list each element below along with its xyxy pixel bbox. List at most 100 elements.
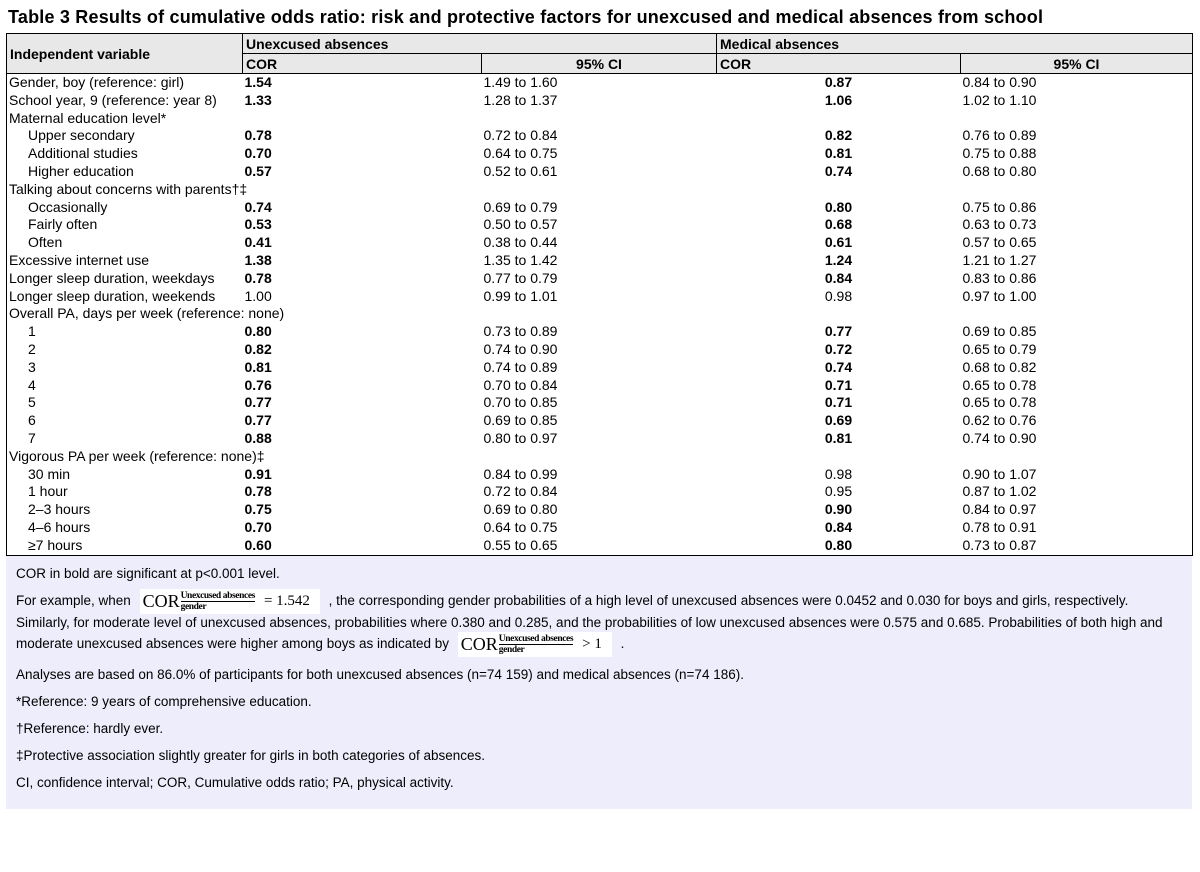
cor-formula-1: COR Unexcused absences gender = 1.542 <box>139 588 320 614</box>
formula-rhs: > 1 <box>582 636 602 653</box>
table-row: 30 min 0.91 0.84 to 0.99 0.98 0.90 to 1.07 <box>7 466 1193 484</box>
table-row: Longer sleep duration, weekdays 0.78 0.77 … <box>7 270 1193 288</box>
unexcused-cor-cell: 0.77 <box>244 394 272 411</box>
row-label: Occasionally <box>28 198 108 215</box>
medical-cor-cell: 0.74 <box>824 162 853 179</box>
medical-ci-cell: 0.73 to 0.87 <box>962 536 1037 553</box>
example-pre: For example, when <box>16 592 131 608</box>
formula-base: COR <box>142 591 180 612</box>
unexcused-ci-cell: 1.35 to 1.42 <box>483 251 558 268</box>
unexcused-ci-cell: 0.72 to 0.84 <box>483 127 558 144</box>
unexcused-ci-cell: 0.74 to 0.90 <box>483 340 558 357</box>
medical-ci-cell: 0.97 to 1.00 <box>962 287 1037 304</box>
footnote-block: COR in bold are significant at p<0.001 l… <box>6 555 1192 809</box>
row-label: Fairly often <box>28 216 98 233</box>
unexcused-ci-cell: 0.70 to 0.85 <box>483 394 558 411</box>
table-row: Occasionally 0.74 0.69 to 0.79 0.80 0.75 to … <box>7 199 1193 217</box>
medical-ci-cell: 0.90 to 1.07 <box>962 465 1037 482</box>
formula-superscript: Unexcused absences <box>498 633 574 645</box>
row-label: Upper secondary <box>28 127 135 144</box>
unexcused-ci-cell: 0.74 to 0.89 <box>483 358 558 375</box>
row-label: Often <box>28 234 63 251</box>
medical-ci-cell: 0.68 to 0.82 <box>962 358 1037 375</box>
formula-superscript: Unexcused absences <box>180 590 255 602</box>
table-header: Independent variable Unexcused absences … <box>6 33 1193 74</box>
table-row: 1 0.80 0.73 to 0.89 0.77 0.69 to 0.85 <box>7 323 1193 341</box>
medical-cor-cell: 0.90 <box>824 501 853 518</box>
header-unexcused-ci: 95% CI <box>481 53 717 74</box>
medical-ci-cell: 0.65 to 0.79 <box>962 340 1037 357</box>
medical-cor-cell: 0.82 <box>824 127 853 144</box>
formula-rhs: = 1.542 <box>263 593 310 610</box>
unexcused-cor-cell: 0.74 <box>244 198 272 215</box>
footnote-significance: COR in bold are significant at p<0.001 l… <box>16 565 280 581</box>
unexcused-ci-cell: 0.50 to 0.57 <box>483 216 558 233</box>
table-row: 5 0.77 0.70 to 0.85 0.71 0.65 to 0.78 <box>7 394 1193 412</box>
medical-cor-cell: 0.77 <box>824 323 853 340</box>
unexcused-cor-cell: 0.57 <box>244 162 272 179</box>
table-row: Often 0.41 0.38 to 0.44 0.61 0.57 to 0.65 <box>7 234 1193 252</box>
medical-cor-cell: 0.72 <box>824 340 853 357</box>
row-label: 30 min <box>28 465 71 482</box>
row-label: 5 <box>28 394 36 411</box>
row-label: Additional studies <box>28 145 138 162</box>
medical-cor-cell: 0.84 <box>824 518 853 535</box>
table-row: 6 0.77 0.69 to 0.85 0.69 0.62 to 0.76 <box>7 412 1193 430</box>
unexcused-ci-cell: 1.49 to 1.60 <box>483 74 558 90</box>
unexcused-cor-cell: 0.78 <box>244 483 272 500</box>
row-label: 2 <box>28 340 36 357</box>
unexcused-ci-cell: 1.28 to 1.37 <box>483 91 558 108</box>
row-label: Longer sleep duration, weekdays <box>9 269 215 286</box>
unexcused-ci-cell: 0.77 to 0.79 <box>483 269 558 286</box>
medical-ci-cell: 0.87 to 1.02 <box>962 483 1037 500</box>
row-label: 4 <box>28 376 36 393</box>
medical-cor-cell: 0.84 <box>824 269 853 286</box>
unexcused-cor-cell: 0.41 <box>244 234 272 251</box>
medical-cor-cell: 0.80 <box>824 536 853 553</box>
table-title: Table 3 Results of cumulative odds ratio… <box>8 7 1044 27</box>
unexcused-cor-cell: 0.82 <box>244 340 272 357</box>
header-row-measures: COR 95% CI COR 95% CI <box>7 53 1193 74</box>
section-row: Talking about concerns with parents†‡ <box>7 181 1193 199</box>
medical-ci-cell: 0.65 to 0.78 <box>962 394 1037 411</box>
medical-ci-cell: 0.62 to 0.76 <box>962 412 1037 429</box>
footnote-example: For example, when COR Unexcused absences… <box>16 588 1184 657</box>
medical-ci-cell: 0.75 to 0.88 <box>962 145 1037 162</box>
row-label: 1 <box>28 323 36 340</box>
footnote-abbreviations: CI, confidence interval; COR, Cumulative… <box>16 774 454 790</box>
unexcused-ci-cell: 0.72 to 0.84 <box>483 483 558 500</box>
row-label: Maternal education level* <box>9 109 167 126</box>
row-label: Talking about concerns with parents†‡ <box>9 180 248 197</box>
unexcused-cor-cell: 0.60 <box>244 536 272 553</box>
table-row: 2–3 hours 0.75 0.69 to 0.80 0.90 0.84 to 0.9… <box>7 501 1193 519</box>
medical-ci-cell: 0.84 to 0.97 <box>962 501 1037 518</box>
row-label: 4–6 hours <box>28 518 91 535</box>
table-row: ≥7 hours 0.60 0.55 to 0.65 0.80 0.73 to 0.87 <box>7 537 1193 555</box>
unexcused-ci-cell: 0.69 to 0.80 <box>483 501 558 518</box>
footnote-ref-double-dagger: ‡Protective association slightly greater… <box>16 747 485 763</box>
header-medical-ci: 95% CI <box>960 53 1193 74</box>
medical-ci-cell: 0.65 to 0.78 <box>962 376 1037 393</box>
medical-cor-cell: 0.71 <box>824 394 853 411</box>
unexcused-cor-cell: 0.81 <box>244 358 272 375</box>
unexcused-ci-cell: 0.99 to 1.01 <box>483 287 558 304</box>
unexcused-cor-cell: 0.76 <box>244 376 272 393</box>
table-row: 7 0.88 0.80 to 0.97 0.81 0.74 to 0.90 <box>7 430 1193 448</box>
formula-base: COR <box>460 634 498 655</box>
medical-cor-cell: 0.69 <box>824 412 853 429</box>
unexcused-cor-cell: 0.70 <box>244 518 272 535</box>
unexcused-cor-cell: 0.53 <box>244 216 272 233</box>
row-label: Overall PA, days per week (reference: no… <box>9 305 285 322</box>
table-row: Longer sleep duration, weekends 1.00 0.99 … <box>7 288 1193 306</box>
section-row: Maternal education level* <box>7 110 1193 128</box>
formula-scripts: Unexcused absences gender <box>180 590 255 612</box>
medical-ci-cell: 0.57 to 0.65 <box>962 234 1037 251</box>
formula-subscript: gender <box>180 601 207 612</box>
footnote-ref-dagger: †Reference: hardly ever. <box>16 720 164 736</box>
header-unexcused-cor: COR <box>242 53 482 74</box>
table-row: Gender, boy (reference: girl) 1.54 1.49 to… <box>7 74 1193 92</box>
table-row: Fairly often 0.53 0.50 to 0.57 0.68 0.63 to … <box>7 216 1193 234</box>
medical-ci-cell: 0.75 to 0.86 <box>962 198 1037 215</box>
table-row: Higher education 0.57 0.52 to 0.61 0.74 0.68… <box>7 163 1193 181</box>
